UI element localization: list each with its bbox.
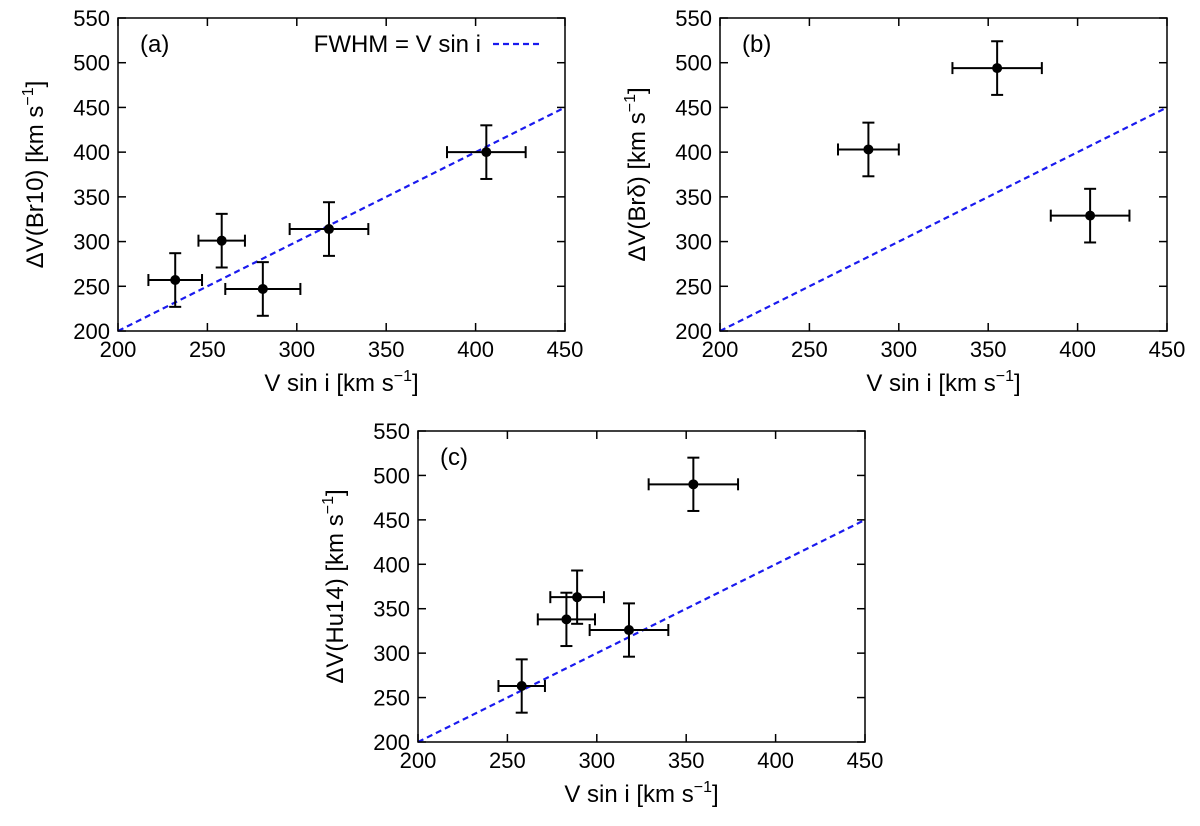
y-tick-label: 550: [675, 6, 712, 31]
data-marker: [863, 144, 874, 155]
x-tick-label: 300: [278, 337, 315, 362]
y-axis-label: ΔV(Hu14) [km s−1]: [320, 489, 349, 683]
x-axis-label: V sin i [km s−1]: [866, 368, 1020, 397]
data-marker: [688, 479, 699, 490]
panel-label: (b): [742, 31, 771, 58]
x-tick-label: 350: [970, 337, 1007, 362]
x-tick-label: 450: [847, 748, 884, 773]
x-axis-label: V sin i [km s−1]: [564, 779, 718, 808]
y-tick-label: 450: [73, 95, 110, 120]
y-tick-label: 400: [675, 140, 712, 165]
reference-line: [417, 518, 866, 743]
data-marker: [1085, 210, 1096, 221]
plot-frame: [117, 17, 566, 332]
data-point-1: [497, 658, 546, 714]
y-tick-label: 300: [373, 641, 410, 666]
x-tick-label: 300: [880, 337, 917, 362]
y-tick-label: 200: [675, 319, 712, 344]
x-tick-label: 200: [100, 337, 137, 362]
reference-line: [719, 106, 1168, 332]
x-tick-label: 350: [368, 337, 405, 362]
y-tick-label: 250: [73, 274, 110, 299]
data-marker: [623, 625, 634, 636]
x-tick-label: 200: [400, 748, 437, 773]
plot-frame: [719, 17, 1168, 332]
data-marker: [170, 275, 181, 286]
y-tick-label: 550: [373, 419, 410, 444]
y-tick-label: 300: [675, 230, 712, 255]
panel-c: 200 250 300 350 400 450 200 250 300 350 400 450 500 5…: [320, 419, 883, 808]
x-tick-label: 400: [757, 748, 794, 773]
reference-line: [117, 106, 566, 332]
x-tick-label: 200: [702, 337, 739, 362]
data-marker: [257, 283, 268, 294]
data-point-2: [197, 212, 246, 269]
x-tick-label: 250: [189, 337, 226, 362]
x-tick-label: 250: [791, 337, 828, 362]
panel-label: (a): [140, 31, 169, 58]
y-tick-label: 250: [675, 274, 712, 299]
data-point-3: [224, 261, 302, 317]
y-tick-label: 450: [675, 95, 712, 120]
panel-a: 200 250 300 350 400 450 200 250 300 350 400 450 500 5…: [20, 6, 583, 397]
y-tick-label: 200: [373, 730, 410, 755]
x-tick-label: 450: [1149, 337, 1186, 362]
x-tick-label: 250: [489, 748, 526, 773]
data-marker: [561, 614, 572, 625]
y-tick-label: 450: [373, 508, 410, 533]
x-tick-label: 350: [668, 748, 705, 773]
data-point-3: [549, 569, 605, 625]
data-point-4: [588, 602, 670, 658]
x-tick-label: 400: [457, 337, 494, 362]
legend-label: FWHM = V sin i: [314, 31, 481, 58]
data-marker: [323, 224, 334, 235]
y-tick-label: 200: [73, 319, 110, 344]
panel-label: (c): [440, 444, 468, 471]
data-marker: [216, 235, 227, 246]
y-tick-label: 500: [73, 51, 110, 76]
data-point-1: [147, 252, 204, 308]
y-tick-label: 300: [73, 230, 110, 255]
y-tick-label: 350: [373, 597, 410, 622]
data-marker: [516, 681, 527, 692]
y-axis-label: ΔV(Brδ) [km s−1]: [622, 87, 651, 261]
legend: FWHM = V sin i: [314, 31, 541, 58]
y-tick-label: 400: [73, 140, 110, 165]
data-point-5: [647, 456, 740, 512]
x-tick-label: 300: [578, 748, 615, 773]
data-marker: [992, 63, 1003, 74]
data-point-1: [837, 121, 900, 178]
y-axis-label: ΔV(Br10) [km s−1]: [20, 81, 49, 269]
y-tick-label: 500: [675, 51, 712, 76]
x-tick-label: 450: [547, 337, 584, 362]
data-marker: [572, 592, 583, 603]
panel-b: 200 250 300 350 400 450 200 250 300 350 400 450 500 5…: [622, 6, 1185, 397]
y-tick-label: 400: [373, 552, 410, 577]
data-point-5: [445, 124, 527, 180]
y-tick-label: 250: [373, 686, 410, 711]
data-point-2: [951, 40, 1043, 96]
x-tick-label: 400: [1059, 337, 1096, 362]
plot-frame: [417, 430, 866, 743]
y-tick-label: 350: [73, 185, 110, 210]
data-marker: [481, 147, 492, 158]
data-point-3: [1049, 187, 1131, 244]
x-axis-label: V sin i [km s−1]: [264, 368, 418, 397]
y-tick-label: 550: [73, 6, 110, 31]
data-point-4: [288, 201, 370, 257]
y-tick-label: 350: [675, 185, 712, 210]
y-tick-label: 500: [373, 463, 410, 488]
data-point-2: [536, 591, 597, 648]
